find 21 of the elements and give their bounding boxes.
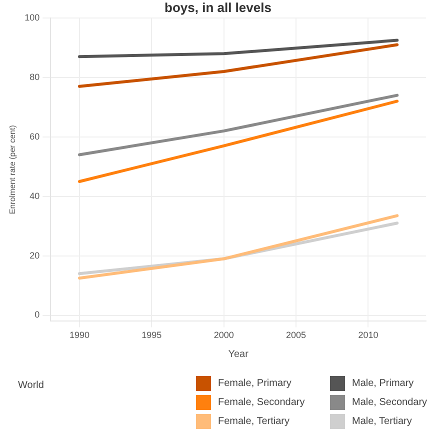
y-tick-label: 20 bbox=[30, 250, 40, 260]
x-tick-label: 2005 bbox=[286, 330, 306, 340]
legend-title: World bbox=[18, 380, 44, 391]
y-tick-label: 60 bbox=[30, 131, 40, 142]
legend-label: Male, Primary bbox=[352, 378, 414, 389]
legend-label: Female, Secondary bbox=[218, 397, 305, 408]
y-axis-title: Enrolment rate (per cent) bbox=[8, 124, 18, 214]
y-tick-label: 0 bbox=[34, 310, 40, 320]
x-tick-label: 1990 bbox=[69, 330, 90, 340]
legend-label: Female, Tertiary bbox=[218, 416, 290, 427]
legend-label: Male, Secondary bbox=[352, 397, 428, 408]
x-tick-label: 2000 bbox=[214, 330, 234, 340]
y-tick-label: 80 bbox=[30, 72, 40, 82]
x-axis-title: Year bbox=[228, 348, 250, 360]
x-tick-label: 2010 bbox=[358, 330, 378, 340]
legend-label: Female, Primary bbox=[218, 378, 292, 389]
y-tick-label: 100 bbox=[24, 12, 40, 22]
chart-title: boys, in all levels bbox=[164, 0, 272, 15]
x-tick-label: 1995 bbox=[142, 330, 162, 340]
y-tick-label: 40 bbox=[30, 190, 40, 201]
legend-label: Male, Tertiary bbox=[352, 416, 412, 427]
